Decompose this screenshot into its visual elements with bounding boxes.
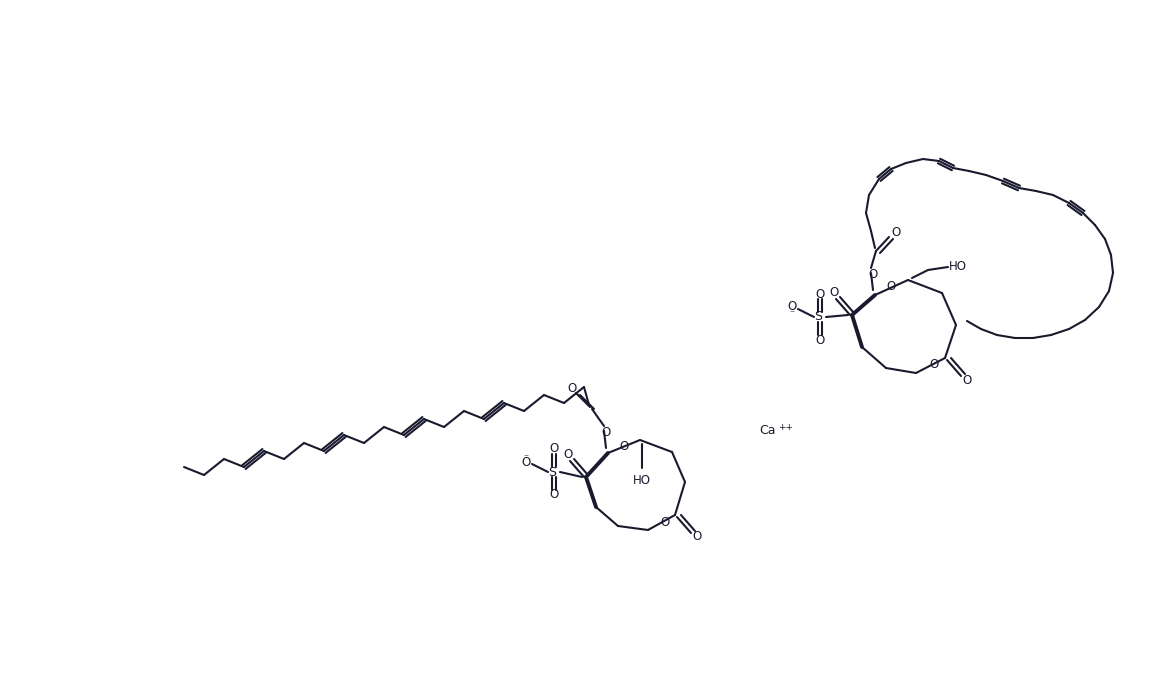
Text: O: O [692, 531, 702, 544]
Text: O: O [620, 439, 629, 452]
Text: O: O [550, 443, 559, 456]
Text: S: S [548, 466, 556, 479]
Text: Ca: Ca [760, 424, 776, 436]
Text: O: O [829, 286, 839, 299]
Text: O: O [816, 333, 825, 346]
Text: HO: HO [949, 261, 967, 273]
Text: O: O [869, 269, 878, 282]
Text: O: O [962, 374, 971, 387]
Text: O: O [787, 301, 797, 314]
Text: ⁻: ⁻ [523, 453, 529, 463]
Text: S: S [814, 310, 823, 323]
Text: O: O [660, 516, 669, 529]
Text: O: O [601, 426, 611, 439]
Text: O: O [892, 226, 901, 239]
Text: O: O [816, 288, 825, 301]
Text: O: O [568, 383, 577, 396]
Text: O: O [886, 280, 895, 293]
Text: O: O [522, 456, 531, 469]
Text: ⁻: ⁻ [789, 309, 795, 319]
Text: HO: HO [632, 473, 651, 486]
Text: O: O [550, 488, 559, 501]
Text: ++: ++ [778, 423, 793, 432]
Text: O: O [930, 359, 939, 372]
Text: O: O [563, 449, 573, 462]
